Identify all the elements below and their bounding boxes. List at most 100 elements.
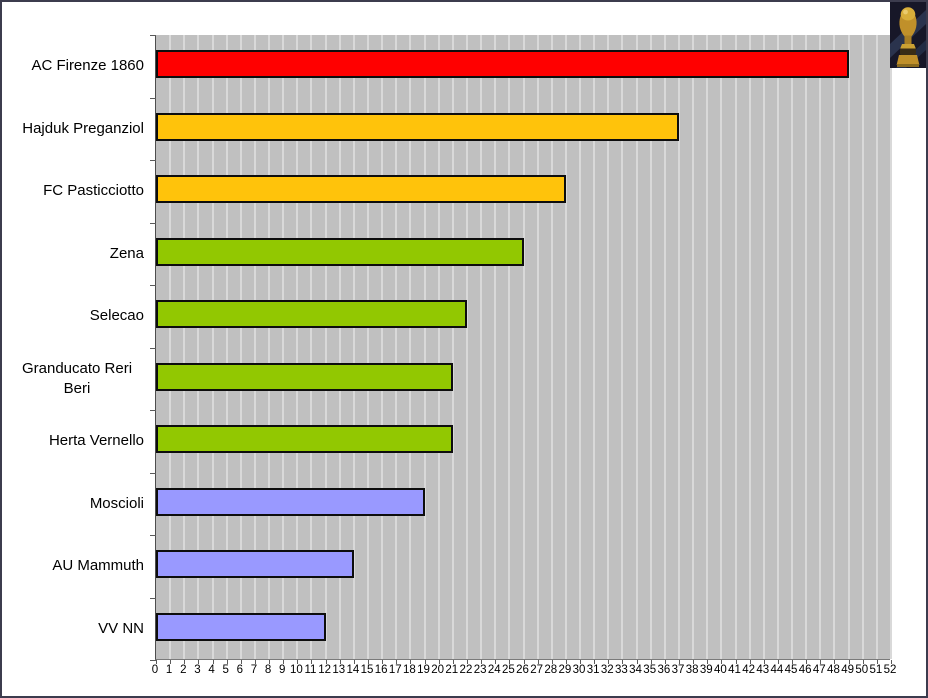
gridline (805, 35, 808, 659)
x-axis-tick-label: 17 (388, 664, 402, 676)
x-axis-tick (212, 660, 214, 664)
x-axis-tick (608, 660, 610, 664)
x-axis-tick (551, 660, 553, 664)
x-axis-tick-label: 11 (304, 664, 317, 676)
x-axis-tick-label: 27 (530, 664, 544, 676)
gridline (367, 35, 370, 659)
x-axis-tick-label: 14 (346, 664, 360, 676)
x-axis-tick (862, 660, 864, 664)
x-axis-tick-label: 46 (798, 664, 812, 676)
x-axis-tick (156, 660, 157, 664)
x-axis-tick (636, 660, 638, 664)
x-axis-tick-label: 42 (742, 664, 756, 676)
gridline (352, 35, 355, 659)
y-axis-tick (150, 410, 156, 411)
gridline (197, 35, 200, 659)
x-axis-tick-label: 41 (728, 664, 741, 676)
gridline (875, 35, 878, 659)
category-label: AC Firenze 1860 (31, 57, 144, 75)
x-axis-tick-label: 32 (600, 664, 614, 676)
gridline (437, 35, 440, 659)
plot-area (150, 35, 892, 664)
bar-fc-pasticciotto (156, 175, 566, 204)
gridline (409, 35, 412, 659)
x-axis-tick-label: 24 (487, 664, 501, 676)
y-axis-tick (150, 160, 156, 161)
x-axis-tick (170, 660, 172, 664)
x-axis-tick-label: 38 (685, 664, 699, 676)
x-axis-tick-label: 34 (629, 664, 642, 676)
gridline (890, 35, 892, 659)
gridline (550, 35, 553, 659)
x-axis-tick (325, 660, 327, 664)
x-axis-tick (254, 660, 256, 664)
gridline (607, 35, 610, 659)
x-axis-tick-label: 10 (289, 664, 303, 676)
x-axis-tick-label: 44 (770, 664, 784, 676)
y-axis-tick (150, 35, 156, 36)
gridline (564, 35, 567, 659)
y-axis-tick (150, 347, 156, 349)
x-axis-tick (749, 660, 751, 664)
x-axis-tick (269, 660, 271, 664)
gridline (720, 35, 723, 659)
x-axis-tick (891, 660, 892, 664)
bar-vv-nn (156, 612, 326, 641)
x-axis-tick (424, 660, 426, 664)
x-axis-tick-label: 30 (572, 664, 586, 676)
gridline (635, 35, 638, 659)
x-axis-tick (452, 660, 454, 664)
x-axis-tick-label: 52 (883, 664, 897, 676)
bar-selecao (156, 300, 467, 329)
x-axis-tick-label: 12 (318, 664, 332, 676)
x-axis-tick (806, 660, 808, 664)
x-axis-tick (368, 660, 370, 664)
world-cup-trophy-icon (890, 2, 926, 68)
gridline (649, 35, 652, 659)
gridline (663, 35, 666, 659)
x-axis-tick-label: 9 (279, 664, 286, 676)
x-axis-tick (721, 660, 723, 664)
gridline (494, 35, 497, 659)
y-axis-tick (150, 597, 156, 599)
x-axis-labels: 0 1 2 3 4 5 6 7 8 9 10 11 12 13 14 15 16 17 18 19 20 21 22 23 24… (0, 664, 928, 680)
x-axis-tick (466, 660, 468, 664)
x-axis-tick-label: 22 (459, 664, 473, 676)
x-axis-tick-label: 43 (756, 664, 770, 676)
x-axis-tick (297, 660, 299, 664)
gridline (451, 35, 454, 659)
x-axis-tick-label: 19 (417, 664, 430, 676)
x-axis-tick (198, 660, 200, 664)
x-axis-tick-label: 5 (222, 664, 229, 676)
gridline (522, 35, 525, 659)
x-axis-tick (664, 660, 666, 664)
gridline (536, 35, 539, 659)
x-axis-tick (353, 660, 355, 664)
category-label: Zena (109, 244, 144, 262)
bar-zena (156, 237, 524, 266)
gridline (225, 35, 228, 659)
bar-ac-firenze-1860 (156, 50, 849, 79)
gridline (282, 35, 285, 659)
x-axis-tick (523, 660, 525, 664)
x-axis-tick (594, 660, 596, 664)
gridline (268, 35, 271, 659)
x-axis-tick-label: 47 (812, 664, 826, 676)
x-axis-tick-label: 45 (784, 664, 798, 676)
x-axis-tick (438, 660, 440, 664)
gridline (465, 35, 468, 659)
x-axis-tick (537, 660, 539, 664)
x-axis-tick (650, 660, 652, 664)
gridline (791, 35, 794, 659)
x-axis-tick-label: 39 (699, 664, 713, 676)
x-axis-tick-label: 18 (403, 664, 416, 676)
x-axis-tick-label: 36 (657, 664, 671, 676)
x-axis-tick (580, 660, 582, 664)
gridline (296, 35, 299, 659)
gridline (833, 35, 836, 659)
gridline (579, 35, 582, 659)
gridline (847, 35, 850, 659)
x-axis-tick-label: 8 (264, 664, 272, 676)
x-axis-tick (509, 660, 511, 664)
